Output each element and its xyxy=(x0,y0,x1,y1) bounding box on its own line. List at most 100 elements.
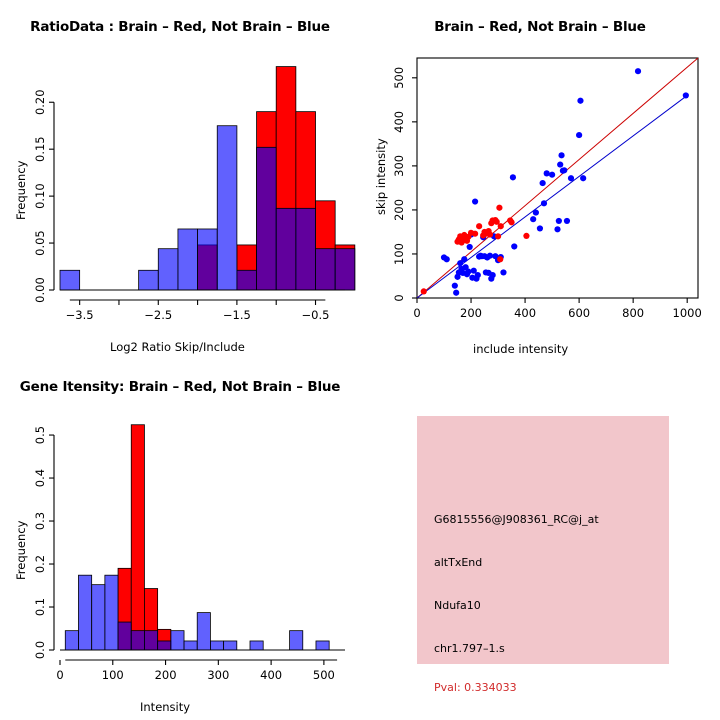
gene-hist-bar-blue xyxy=(289,630,304,651)
scatter-point xyxy=(493,218,500,225)
scatter-point xyxy=(465,268,472,275)
gene-hist-y-tick-label: 0.3 xyxy=(33,512,47,530)
gene-hist-x-tick-label: 300 xyxy=(207,668,229,682)
gene-hist-bar-blue xyxy=(210,640,225,651)
gene-hist-bar-blue xyxy=(104,574,119,651)
scatter-point xyxy=(508,219,515,226)
scatter-point xyxy=(471,230,479,237)
gene-histogram-canvas: 0.0 0.1 0.2 0.3 0.4 0.5 0 100 200 300 400 500 xyxy=(33,424,345,682)
scatter-canvas: 0 200 400 600 800 1000 0 100 200 300 400 500 xyxy=(392,57,702,320)
ratio-histogram-canvas: 0.00 0.05 0.10 0.15 0.20 −3.5 −2.5 −1.5 −0.5 xyxy=(33,66,356,322)
scatter-point xyxy=(461,256,468,263)
ratio-hist-bar-blue xyxy=(295,207,316,291)
scatter-title: Brain – Red, Not Brain – Blue xyxy=(434,19,646,35)
ratio-hist-bar-blue xyxy=(315,248,336,291)
scatter-point xyxy=(420,288,427,295)
ratio-hist-bar-blue xyxy=(177,228,198,291)
info-event-type: altTxEnd xyxy=(434,556,483,569)
scatter-y-tick-label: 0 xyxy=(392,294,406,301)
info-pvalue: Pval: 0.334033 xyxy=(434,681,517,694)
scatter-point xyxy=(580,175,587,182)
scatter-y-tick-label: 100 xyxy=(392,243,406,265)
scatter-point xyxy=(539,179,546,187)
panel-gene-histogram: Gene Itensity: Brain – Red, Not Brain – … xyxy=(0,360,360,720)
scatter-point xyxy=(554,226,561,233)
scatter-point xyxy=(543,170,550,177)
scatter-point xyxy=(567,175,575,182)
ratio-hist-y-tick-label: 0.05 xyxy=(33,230,47,256)
gene-hist-bar-blue xyxy=(157,640,172,651)
gene-hist-bar-blue xyxy=(315,640,330,651)
scatter-point xyxy=(486,231,494,238)
scatter-xlabel: include intensity xyxy=(473,342,569,356)
gene-hist-bar-blue xyxy=(117,621,132,651)
scatter-blue-fit-line xyxy=(416,95,688,299)
gene-hist-bar-blue xyxy=(196,612,211,651)
scatter-point xyxy=(453,289,460,296)
gene-hist-x-tick-label: 500 xyxy=(313,668,335,682)
scatter-point xyxy=(497,256,504,263)
gene-hist-y-tick-label: 0.0 xyxy=(33,641,47,659)
scatter-x-tick-label: 1000 xyxy=(673,306,702,320)
ratio-hist-bar-blue xyxy=(59,269,81,291)
scatter-point xyxy=(523,232,530,240)
scatter-x-tick-label: 600 xyxy=(568,306,590,320)
scatter-y-tick-label: 500 xyxy=(392,67,406,89)
scatter-point xyxy=(563,217,571,225)
scatter-frame xyxy=(416,57,699,299)
scatter-x-tick-label: 200 xyxy=(460,306,482,320)
ratio-hist-x-tick-label: −2.5 xyxy=(144,308,172,322)
scatter-y-tick-label: 200 xyxy=(392,199,406,221)
ratio-hist-bar-blue xyxy=(216,125,238,291)
gene-hist-bar-blue xyxy=(223,640,238,651)
gene-hist-x-tick-label: 400 xyxy=(260,668,282,682)
scatter-point xyxy=(511,243,518,250)
panel-info: G6815556@J908361_RC@j_at altTxEnd Ndufa1… xyxy=(360,360,720,720)
ratio-histogram-title: RatioData : Brain – Red, Not Brain – Blu… xyxy=(30,19,330,35)
scatter-point xyxy=(682,92,689,99)
info-gene-symbol: Ndufa10 xyxy=(434,599,481,612)
ratio-hist-y-tick-label: 0.10 xyxy=(33,183,47,209)
scatter-point xyxy=(500,269,507,276)
scatter-point xyxy=(474,272,481,279)
scatter-point xyxy=(497,223,504,230)
scatter-point xyxy=(536,225,544,232)
scatter-point xyxy=(555,217,562,225)
scatter-point xyxy=(548,171,556,178)
gene-hist-y-tick-label: 0.2 xyxy=(33,555,47,573)
gene-histogram-xlabel: Intensity xyxy=(140,700,191,714)
ratio-hist-bar-blue xyxy=(157,248,179,291)
gene-hist-y-tick-label: 0.4 xyxy=(33,469,47,487)
info-probe-id: G6815556@J908361_RC@j_at xyxy=(434,513,599,526)
ratio-hist-bar-blue xyxy=(275,207,297,291)
panel-ratio-histogram: RatioData : Brain – Red, Not Brain – Blu… xyxy=(0,0,360,360)
gene-hist-bar-blue xyxy=(249,640,264,651)
ratio-hist-y-tick-label: 0.15 xyxy=(33,136,47,162)
gene-hist-x-tick-label: 0 xyxy=(56,668,63,682)
scatter-point xyxy=(540,200,548,207)
ratio-hist-y-tick-label: 0.00 xyxy=(33,277,47,303)
gene-hist-bar-blue xyxy=(91,584,106,651)
scatter-point xyxy=(476,223,483,230)
scatter-point xyxy=(443,256,450,263)
scatter-y-tick-label: 300 xyxy=(392,155,406,177)
scatter-point xyxy=(470,267,477,274)
ratio-histogram-xlabel: Log2 Ratio Skip/Include xyxy=(110,340,245,354)
scatter-point xyxy=(466,243,473,251)
scatter-x-tick-label: 400 xyxy=(514,306,536,320)
gene-hist-x-tick-label: 100 xyxy=(102,668,124,682)
gene-hist-bar-red xyxy=(130,424,145,651)
panel-scatter: Brain – Red, Not Brain – Blue skip inten… xyxy=(360,0,720,360)
ratio-hist-bar-blue xyxy=(236,269,257,291)
scatter-point xyxy=(494,233,502,240)
gene-hist-bar-blue xyxy=(170,630,185,651)
scatter-point xyxy=(489,272,496,279)
gene-histogram-title: Gene Itensity: Brain – Red, Not Brain – … xyxy=(19,379,341,395)
ratio-hist-x-tick-label: −0.5 xyxy=(302,308,330,322)
ratio-hist-bar-blue xyxy=(334,248,356,291)
scatter-point xyxy=(486,252,494,259)
gene-hist-y-tick-label: 0.1 xyxy=(33,598,47,616)
gene-hist-bar-blue xyxy=(144,630,159,651)
ratio-hist-bar-blue xyxy=(256,146,277,291)
ratio-hist-bar-blue xyxy=(197,228,218,291)
